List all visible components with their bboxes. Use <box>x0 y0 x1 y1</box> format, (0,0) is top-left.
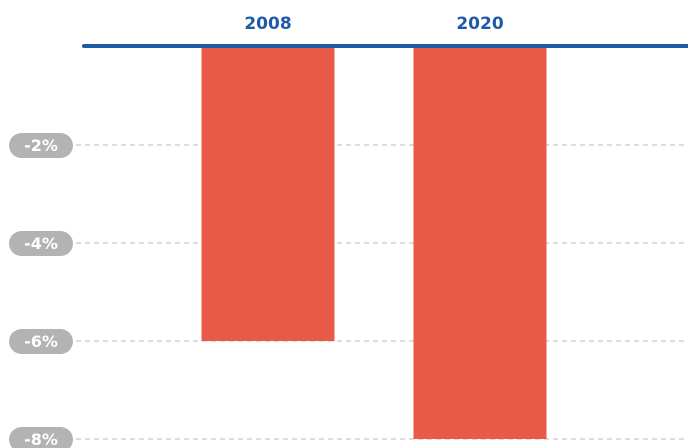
y-tick-pill <box>9 427 73 448</box>
bar <box>201 47 335 341</box>
x-category-label: 2020 <box>456 14 503 34</box>
y-tick-pill <box>9 133 73 158</box>
y-tick-label: -4% <box>24 234 58 253</box>
y-tick-pill <box>9 329 73 354</box>
x-category-label: 2008 <box>244 14 291 34</box>
y-tick-label: -2% <box>24 136 58 155</box>
y-tick-pill <box>9 231 73 256</box>
y-tick-label: -6% <box>24 332 58 351</box>
y-tick-label: -8% <box>24 430 58 448</box>
bar <box>413 47 547 439</box>
